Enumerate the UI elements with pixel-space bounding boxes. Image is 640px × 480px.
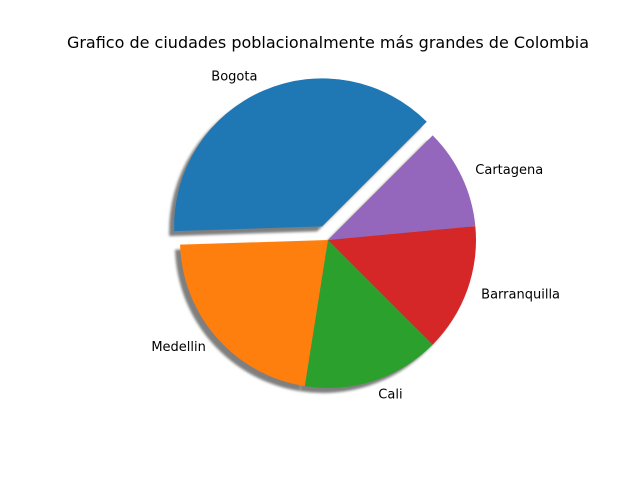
pie-slice-layer [174,78,476,388]
pie-label-cartagena: Cartagena [475,163,543,178]
pie-label-medellin: Medellin [151,340,206,355]
pie-label-barranquilla: Barranquilla [481,288,560,303]
pie-label-layer: Bogota Medellin Cali Barranquilla Cartagena [151,70,560,403]
pie-slice-bogota [174,78,427,232]
pie-label-bogota: Bogota [211,70,257,85]
pie-slice-cartagena [328,135,476,240]
pie-slice-barranquilla [328,226,476,345]
pie-slice-medellin [180,240,328,387]
pie-label-cali: Cali [378,387,402,402]
pie-slice-cali [304,240,433,388]
chart-title: Grafico de ciudades poblacionalmente más… [66,33,590,52]
